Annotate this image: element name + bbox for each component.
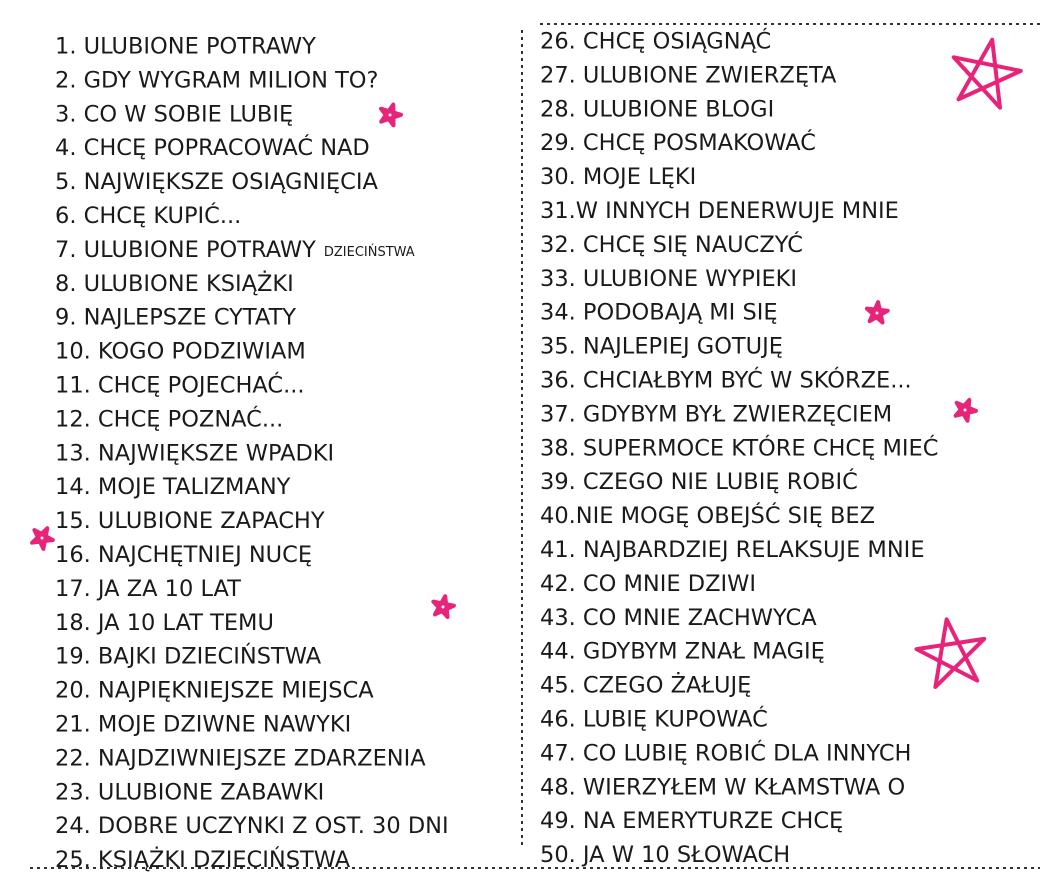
list-item: 6. CHCĘ KUPIĆ... (55, 201, 241, 229)
list-item: 16. NAJCHĘTNIEJ NUCĘ (55, 542, 312, 568)
decorations (30, 37, 1023, 689)
list-item: 15. ULUBIONE ZAPACHY (55, 508, 325, 534)
list-item: 7. ULUBIONE POTRAWY (55, 237, 316, 263)
list-item: 39. CZEGO NIE LUBIĘ ROBIĆ (540, 467, 858, 495)
list-item: 27. ULUBIONE ZWIERZĘTA (540, 62, 837, 88)
list-item: 20. NAJPIĘKNIEJSZE MIEJSCA (55, 678, 374, 704)
list-item: 42. CO MNIE DZIWI (540, 571, 756, 597)
list-item: 13. NAJWIĘKSZE WPADKI (55, 440, 334, 466)
list-item: 31.W INNYCH DENERWUJE MNIE (540, 198, 899, 224)
list-item: 18. JA 10 LAT TEMU (55, 610, 274, 636)
list-item: 22. NAJDZIWNIEJSZE ZDARZENIA (55, 745, 426, 771)
list-item: 48. WIERZYŁEM W KŁAMSTWA O (540, 774, 905, 800)
list-item: 24. DOBRE UCZYNKI Z OST. 30 DNI (55, 813, 449, 839)
list-item: 1. ULUBIONE POTRAWY (55, 34, 316, 60)
list-item: 14. MOJE TALIZMANY (55, 474, 291, 500)
list-item: 50. JA W 10 SŁOWACH (540, 842, 790, 868)
star-doodle (379, 102, 403, 128)
list: 1. ULUBIONE POTRAWY 2. GDY WYGRAM MILION … (55, 27, 938, 874)
list-item: 12. CHCĘ POZNAĆ... (55, 404, 283, 432)
list-item: 38. SUPERMOCE KTÓRE CHCĘ MIEĆ (540, 433, 938, 461)
list-item: 3. CO W SOBIE LUBIĘ (55, 101, 293, 127)
list-item: 33. ULUBIONE WYPIEKI (540, 266, 797, 292)
list-item: 49. NA EMERYTURZE CHCĘ (540, 808, 843, 834)
list-item-note: DZIECIŃSTWA (324, 244, 415, 260)
list-item: 40.NIE MOGĘ OBEJŚĆ SIĘ BEZ (540, 501, 875, 529)
list-item: 29. CHCĘ POSMAKOWAĆ (540, 128, 816, 156)
star-doodle (953, 397, 978, 423)
list-item: 36. CHCIAŁBYM BYĆ W SKÓRZE... (540, 366, 912, 394)
list-item: 37. GDYBYM BYŁ ZWIERZĘCIEM (540, 401, 892, 427)
list-item: 45. CZEGO ŻAŁUJĘ (540, 671, 751, 699)
list-item: 35. NAJLEPIEJ GOTUJĘ (540, 334, 783, 360)
list-item: 46. LUBIĘ KUPOWAĆ (540, 705, 768, 733)
list-item: 25. KSIĄŻKI DZIECIŃSTWA (55, 845, 351, 873)
star-doodle (864, 300, 890, 325)
list-item: 30. MOJE LĘKI (540, 164, 696, 190)
list-item: 43. CO MNIE ZACHWYCA (540, 605, 817, 631)
list-item: 19. BAJKI DZIECIŃSTWA (55, 642, 322, 670)
list-item: 21. MOJE DZIWNE NAWYKI (55, 712, 351, 738)
star-doodle (431, 594, 456, 619)
list-item: 44. GDYBYM ZNAŁ MAGIĘ (540, 639, 825, 665)
star-doodle (914, 617, 987, 689)
list-item: 28. ULUBIONE BLOGI (540, 96, 774, 122)
list-item: 11. CHCĘ POJECHAĆ... (55, 371, 305, 399)
list-item: 34. PODOBAJĄ MI SIĘ (540, 300, 778, 326)
list-item: 5. NAJWIĘKSZE OSIĄGNIĘCIA (55, 169, 378, 195)
list-item: 41. NAJBARDZIEJ RELAKSUJE MNIE (540, 537, 925, 563)
star-doodle (30, 526, 55, 551)
list-item: 47. CO LUBIĘ ROBIĆ DLA INNYCH (540, 738, 911, 766)
list-item: 32. CHCĘ SIĘ NAUCZYĆ (540, 230, 803, 258)
list-item: 4. CHCĘ POPRACOWAĆ NAD (55, 133, 370, 161)
list-item: 2. GDY WYGRAM MILION TO? (55, 67, 378, 93)
list-item: 26. CHCĘ OSIĄGNĄĆ (540, 27, 771, 55)
list-item: 8. ULUBIONE KSIĄŻKI (55, 269, 294, 297)
list-item: 17. JA ZA 10 LAT (55, 576, 241, 602)
star-doodle (951, 37, 1023, 110)
list-item: 23. ULUBIONE ZABAWKI (55, 779, 324, 805)
list-item: 10. KOGO PODZIWIAM (55, 339, 306, 365)
list-item: 9. NAJLEPSZE CYTATY (55, 305, 296, 331)
